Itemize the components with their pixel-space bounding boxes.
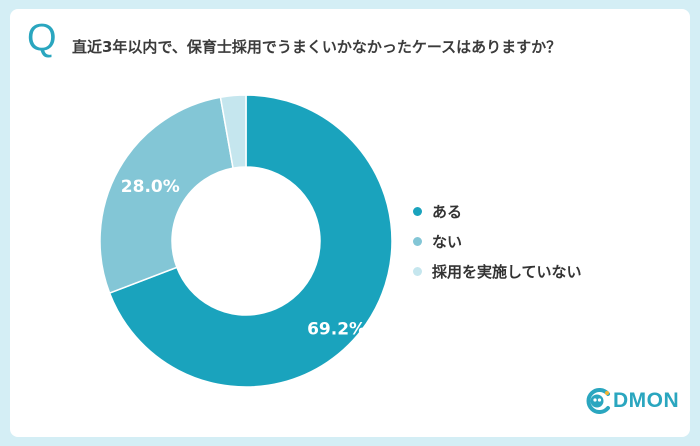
value-label-no: 28.0% xyxy=(121,177,180,197)
question-title: 直近3年以内で、保育士採用でうまくいかなかったケースはありますか？ xyxy=(72,38,562,56)
codmon-logo: DMON xyxy=(585,388,679,414)
legend-label-not-hiring: 採用を実施していない xyxy=(432,262,582,281)
legend-label-no: ない xyxy=(432,232,463,251)
legend-swatch-not-hiring xyxy=(413,266,422,276)
codmon-face-icon xyxy=(586,388,610,414)
legend-label-yes: ある xyxy=(432,202,463,221)
legend-item-yes: ある xyxy=(413,196,582,226)
chart-legend: ある ない 採用を実施していない xyxy=(413,196,582,286)
legend-swatch-yes xyxy=(413,206,422,216)
value-label-yes: 69.2% xyxy=(307,319,366,339)
logo-wordmark: DMON xyxy=(613,389,680,412)
legend-item-no: ない xyxy=(413,226,582,256)
legend-item-not-hiring: 採用を実施していない xyxy=(413,256,582,286)
slice-no xyxy=(99,96,234,295)
slice-not-hiring xyxy=(219,94,247,170)
slice-yes xyxy=(108,94,393,388)
legend-swatch-no xyxy=(413,236,422,246)
question-mark-label: Q xyxy=(27,17,57,59)
